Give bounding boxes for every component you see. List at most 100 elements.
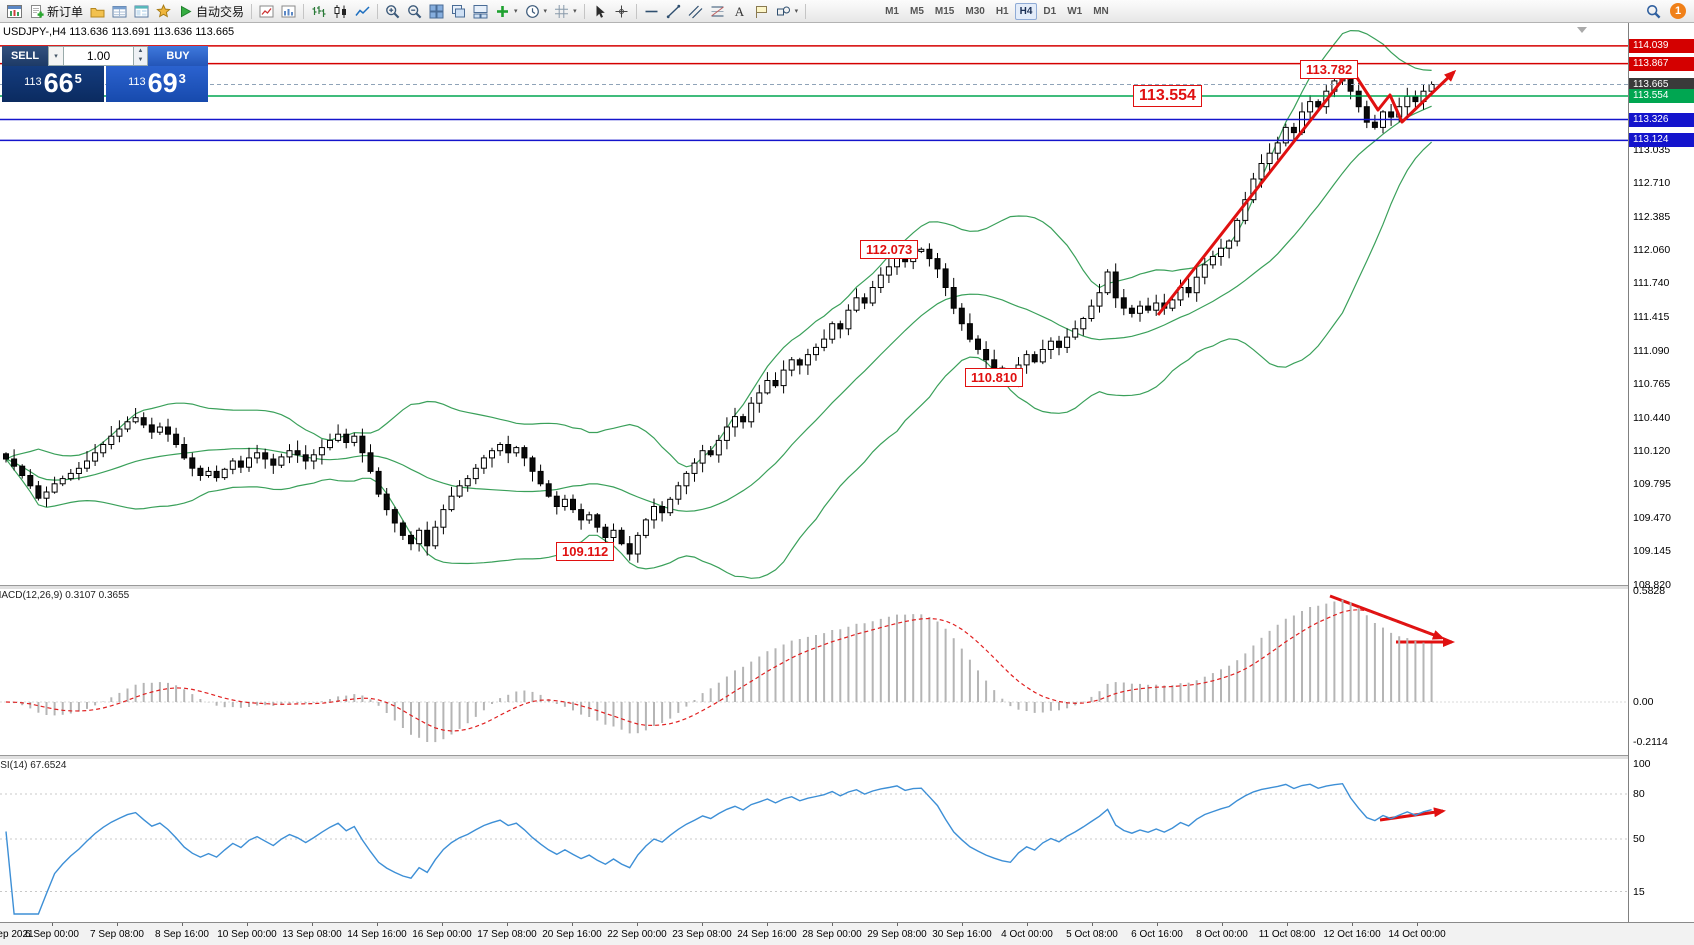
time-axis-label: 6 Sep 00:00 [25, 929, 79, 940]
spinner-up-icon[interactable]: ▲ [134, 47, 147, 56]
line-chart-button[interactable] [352, 2, 373, 21]
timeframe-M15[interactable]: M15 [934, 5, 955, 17]
zoom-out-button[interactable] [404, 2, 425, 21]
market-watch-icon [112, 4, 127, 19]
zoom-in-icon [385, 4, 400, 19]
data-window-button[interactable] [131, 2, 152, 21]
crosshair-icon [614, 4, 629, 19]
price-chart[interactable] [0, 23, 1628, 585]
bid-price[interactable]: 113 66 5 [2, 66, 104, 102]
timeframe-M5[interactable]: M5 [910, 5, 924, 17]
sell-button[interactable]: SELL [2, 46, 48, 66]
macd-indicator-chart[interactable] [0, 588, 1628, 755]
new-order-button[interactable]: 新订单 [26, 2, 86, 21]
annotation-price-label[interactable]: 109.112 [556, 542, 615, 561]
channel-icon [688, 4, 703, 19]
tile-windows-button[interactable] [426, 2, 447, 21]
new-order-label: 新订单 [47, 4, 84, 19]
market-watch-button[interactable] [109, 2, 130, 21]
annotation-price-label[interactable]: 113.554 [1133, 85, 1202, 107]
crosshair-button[interactable] [611, 2, 632, 21]
autotrading-button[interactable]: 自动交易 [175, 2, 247, 21]
price-axis-label: 111.415 [1633, 310, 1670, 323]
annotation-price-label[interactable]: 112.073 [860, 240, 919, 259]
shapes-button[interactable]: ▾ [773, 2, 802, 21]
price-tag: 113.867 [1629, 56, 1694, 71]
chevron-down-icon: ▾ [794, 8, 799, 15]
rsi-indicator-chart[interactable] [0, 758, 1628, 922]
timeframe-H1[interactable]: H1 [995, 5, 1009, 17]
new-chart-icon [259, 4, 274, 19]
periods-button[interactable]: ▾ [522, 2, 551, 21]
timeframe-toolbar: M1 M5 M15 M30 H1 H4 D1 W1 MN [880, 2, 1114, 20]
templates-button[interactable]: ▾ [551, 2, 580, 21]
channel-button[interactable] [685, 2, 706, 21]
text-button[interactable]: A [729, 2, 750, 21]
fibonacci-icon [710, 4, 725, 19]
ask-big-figure: 113 [128, 76, 146, 88]
timeframe-W1[interactable]: W1 [1067, 5, 1083, 17]
time-tick [832, 923, 833, 926]
timeframe-M30[interactable]: M30 [965, 5, 985, 17]
volume-spinner[interactable]: ▲ ▼ [134, 46, 148, 66]
text-label-button[interactable] [751, 2, 772, 21]
price-axis-label: 109.145 [1633, 545, 1671, 558]
time-axis-label: 23 Sep 08:00 [672, 929, 732, 940]
price-axis-label: 108.820 [1633, 579, 1671, 591]
indicators-button[interactable]: ▾ [492, 2, 521, 21]
macd-axis-label: 0.5828 [1633, 585, 1666, 598]
price-tag: 114.039 [1629, 38, 1694, 53]
annotation-price-label[interactable]: 113.782 [1300, 60, 1359, 79]
chevron-down-icon: ▾ [514, 8, 518, 15]
spinner-down-icon[interactable]: ▼ [134, 56, 147, 65]
clock-icon [525, 4, 540, 19]
price-axis[interactable]: 113.035 112.710 112.385 112.060 111.740 111.4… [1628, 23, 1694, 922]
horizontal-line-button[interactable] [641, 2, 662, 21]
volume-input[interactable] [64, 46, 134, 66]
autotrading-label: 自动交易 [196, 4, 245, 19]
time-tick [897, 923, 898, 926]
app-menu-button[interactable] [4, 2, 25, 21]
cascade-windows-button[interactable] [448, 2, 469, 21]
trendline-button[interactable] [663, 2, 684, 21]
charts-profiles-button[interactable] [87, 2, 108, 21]
toolbar-separator [303, 3, 305, 19]
cursor-button[interactable] [589, 2, 610, 21]
toolbar-separator [583, 3, 585, 19]
price-axis-label: 109.470 [1633, 511, 1671, 524]
svg-text:A: A [734, 4, 744, 19]
volume-preset-dropdown[interactable]: ▾ [48, 46, 64, 66]
timeframe-MN[interactable]: MN [1093, 5, 1109, 17]
pane-splitter[interactable] [0, 585, 1694, 589]
fibonacci-button[interactable] [707, 2, 728, 21]
timeframe-D1[interactable]: D1 [1043, 5, 1057, 17]
new-chart-button[interactable] [256, 2, 277, 21]
timeframe-M1[interactable]: M1 [885, 5, 899, 17]
candlestick-chart-button[interactable] [330, 2, 351, 21]
price-axis-label: 112.710 [1633, 177, 1671, 190]
search-button[interactable] [1643, 2, 1664, 21]
arrange-windows-button[interactable] [470, 2, 491, 21]
price-tag: 113.124 [1629, 133, 1694, 148]
time-axis-label: 2 Sep 2021 [0, 929, 34, 940]
zoom-in-button[interactable] [382, 2, 403, 21]
annotation-price-label[interactable]: 110.810 [965, 368, 1024, 387]
notification-badge[interactable]: 1 [1670, 3, 1686, 19]
price-axis-label: 112.385 [1633, 210, 1671, 223]
timeframe-H4[interactable]: H4 [1014, 2, 1038, 20]
price-axis-label: 111.090 [1633, 344, 1670, 357]
bid-big-figure: 113 [24, 76, 42, 88]
time-tick [117, 923, 118, 926]
navigator-button[interactable] [153, 2, 174, 21]
buy-button[interactable]: BUY [148, 46, 208, 66]
profiles-button[interactable] [278, 2, 299, 21]
pane-splitter[interactable] [0, 755, 1694, 759]
chart-shift-marker[interactable] [1577, 27, 1587, 33]
ask-price[interactable]: 113 69 3 [106, 66, 208, 102]
cascade-windows-icon [451, 4, 466, 19]
search-icon [1646, 4, 1661, 19]
bar-chart-button[interactable] [308, 2, 329, 21]
time-axis-label: 13 Sep 08:00 [282, 929, 342, 940]
time-axis-label: 4 Oct 00:00 [1001, 929, 1053, 940]
